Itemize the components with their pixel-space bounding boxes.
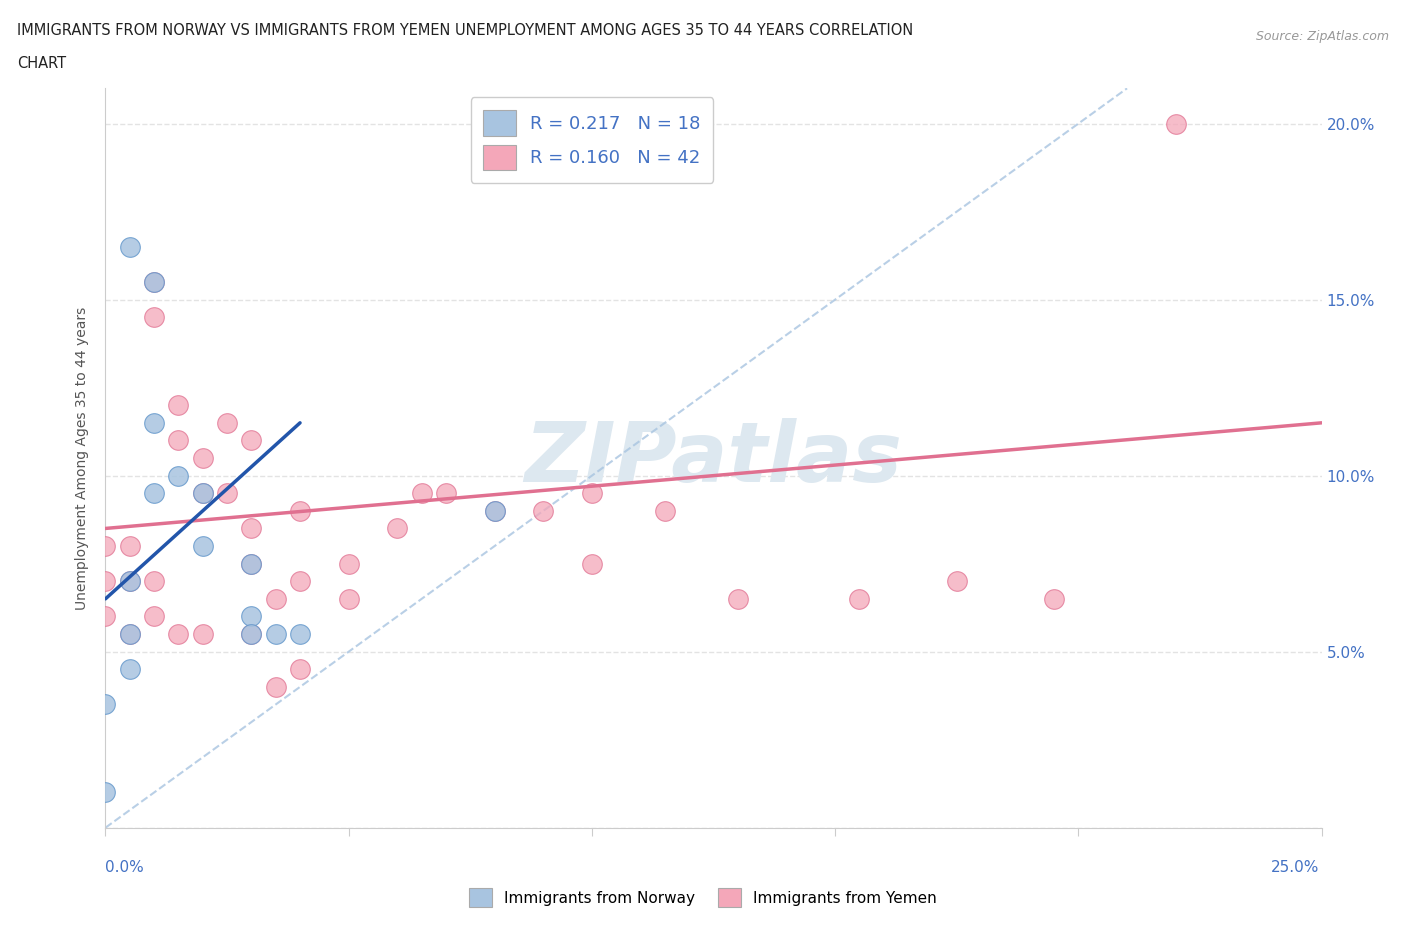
Point	[337, 591, 360, 606]
Point	[240, 627, 263, 642]
Point	[143, 274, 166, 289]
Point	[1164, 116, 1187, 131]
Point	[191, 485, 214, 500]
Point	[387, 521, 409, 536]
Point	[191, 485, 214, 500]
Point	[143, 574, 166, 589]
Point	[288, 662, 311, 677]
Point	[240, 609, 263, 624]
Point	[118, 627, 141, 642]
Point	[143, 609, 166, 624]
Point	[727, 591, 749, 606]
Point	[118, 538, 141, 553]
Point	[654, 503, 676, 518]
Point	[118, 239, 141, 254]
Text: 0.0%: 0.0%	[105, 860, 145, 875]
Point	[848, 591, 870, 606]
Point	[531, 503, 554, 518]
Point	[118, 574, 141, 589]
Point	[288, 503, 311, 518]
Point	[240, 556, 263, 571]
Point	[264, 591, 287, 606]
Point	[94, 609, 117, 624]
Point	[288, 574, 311, 589]
Text: 25.0%: 25.0%	[1271, 860, 1319, 875]
Point	[143, 310, 166, 325]
Point	[484, 503, 506, 518]
Point	[581, 485, 603, 500]
Point	[167, 433, 190, 448]
Legend: R = 0.217   N = 18, R = 0.160   N = 42: R = 0.217 N = 18, R = 0.160 N = 42	[471, 98, 713, 183]
Text: Source: ZipAtlas.com: Source: ZipAtlas.com	[1256, 30, 1389, 43]
Point	[118, 627, 141, 642]
Point	[143, 485, 166, 500]
Point	[240, 521, 263, 536]
Text: IMMIGRANTS FROM NORWAY VS IMMIGRANTS FROM YEMEN UNEMPLOYMENT AMONG AGES 35 TO 44: IMMIGRANTS FROM NORWAY VS IMMIGRANTS FRO…	[17, 23, 912, 38]
Point	[191, 627, 214, 642]
Point	[484, 503, 506, 518]
Point	[217, 485, 239, 500]
Point	[240, 556, 263, 571]
Point	[94, 574, 117, 589]
Text: CHART: CHART	[17, 56, 66, 71]
Point	[411, 485, 433, 500]
Point	[143, 416, 166, 431]
Point	[143, 274, 166, 289]
Point	[240, 627, 263, 642]
Point	[167, 468, 190, 483]
Point	[240, 433, 263, 448]
Point	[94, 785, 117, 800]
Point	[167, 398, 190, 413]
Point	[264, 680, 287, 695]
Point	[337, 556, 360, 571]
Legend: Immigrants from Norway, Immigrants from Yemen: Immigrants from Norway, Immigrants from …	[463, 883, 943, 913]
Point	[94, 698, 117, 712]
Point	[288, 627, 311, 642]
Point	[581, 556, 603, 571]
Point	[118, 662, 141, 677]
Y-axis label: Unemployment Among Ages 35 to 44 years: Unemployment Among Ages 35 to 44 years	[76, 306, 90, 610]
Point	[1043, 591, 1066, 606]
Point	[191, 538, 214, 553]
Point	[945, 574, 967, 589]
Point	[118, 574, 141, 589]
Point	[264, 627, 287, 642]
Point	[217, 416, 239, 431]
Point	[94, 538, 117, 553]
Point	[434, 485, 457, 500]
Point	[191, 451, 214, 466]
Point	[167, 627, 190, 642]
Text: ZIPatlas: ZIPatlas	[524, 418, 903, 498]
